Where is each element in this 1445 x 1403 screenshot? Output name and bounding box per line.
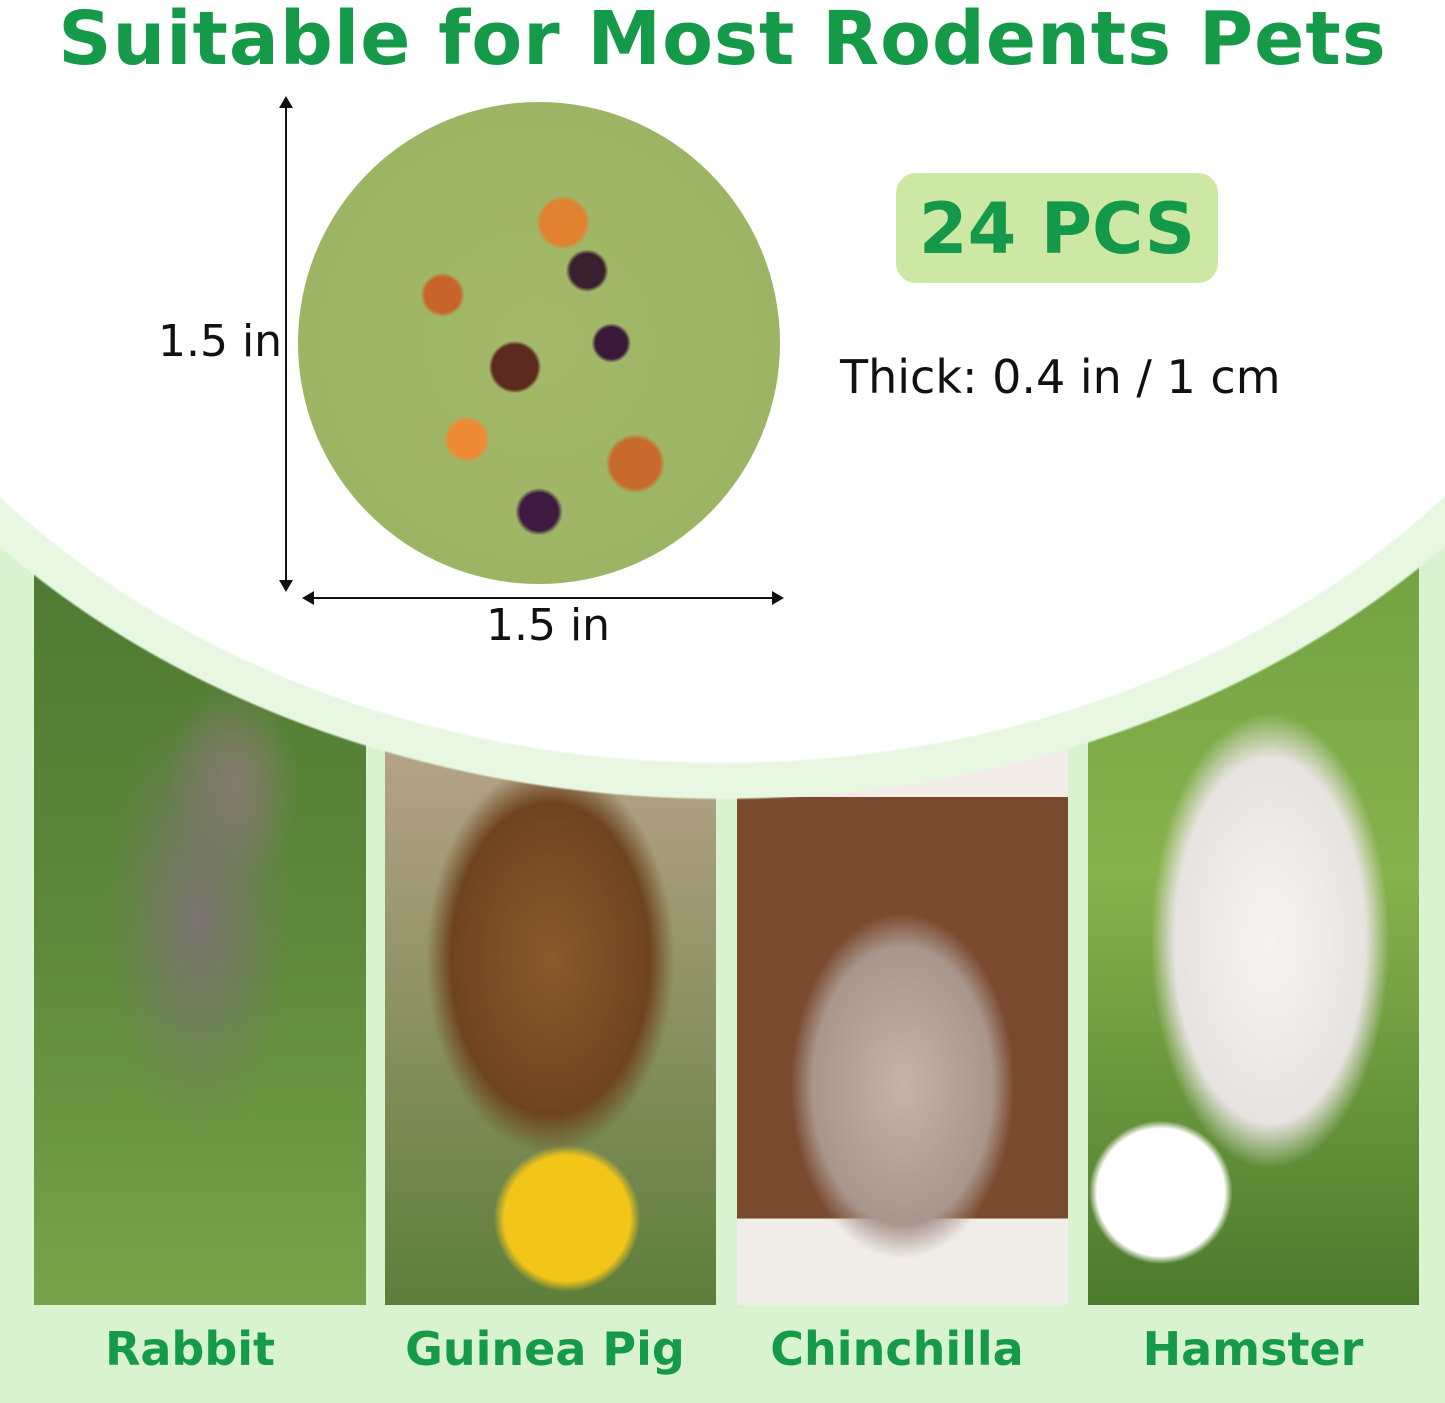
pet-label-hamster: Hamster [1142,1322,1364,1376]
pet-label-guinea-pig: Guinea Pig [405,1322,685,1376]
thickness-label: Thick: 0.4 in / 1 cm [840,350,1281,404]
width-dimension-line [306,597,780,599]
arrow-down-icon [279,580,293,592]
arrow-left-icon [302,591,314,605]
height-label: 1.5 in [158,316,283,367]
pet-label-chinchilla: Chinchilla [770,1322,1024,1376]
treat-disc-image [298,102,780,584]
count-badge: 24 PCS [896,173,1218,283]
arrow-up-icon [279,96,293,108]
chinchilla-photo [737,728,1068,1305]
width-label: 1.5 in [486,600,611,651]
arrow-right-icon [772,591,784,605]
pet-label-rabbit: Rabbit [104,1322,276,1376]
height-dimension-line [285,102,287,588]
guinea-pig-photo [385,728,716,1305]
page-title: Suitable for Most Rodents Pets [58,0,1387,82]
